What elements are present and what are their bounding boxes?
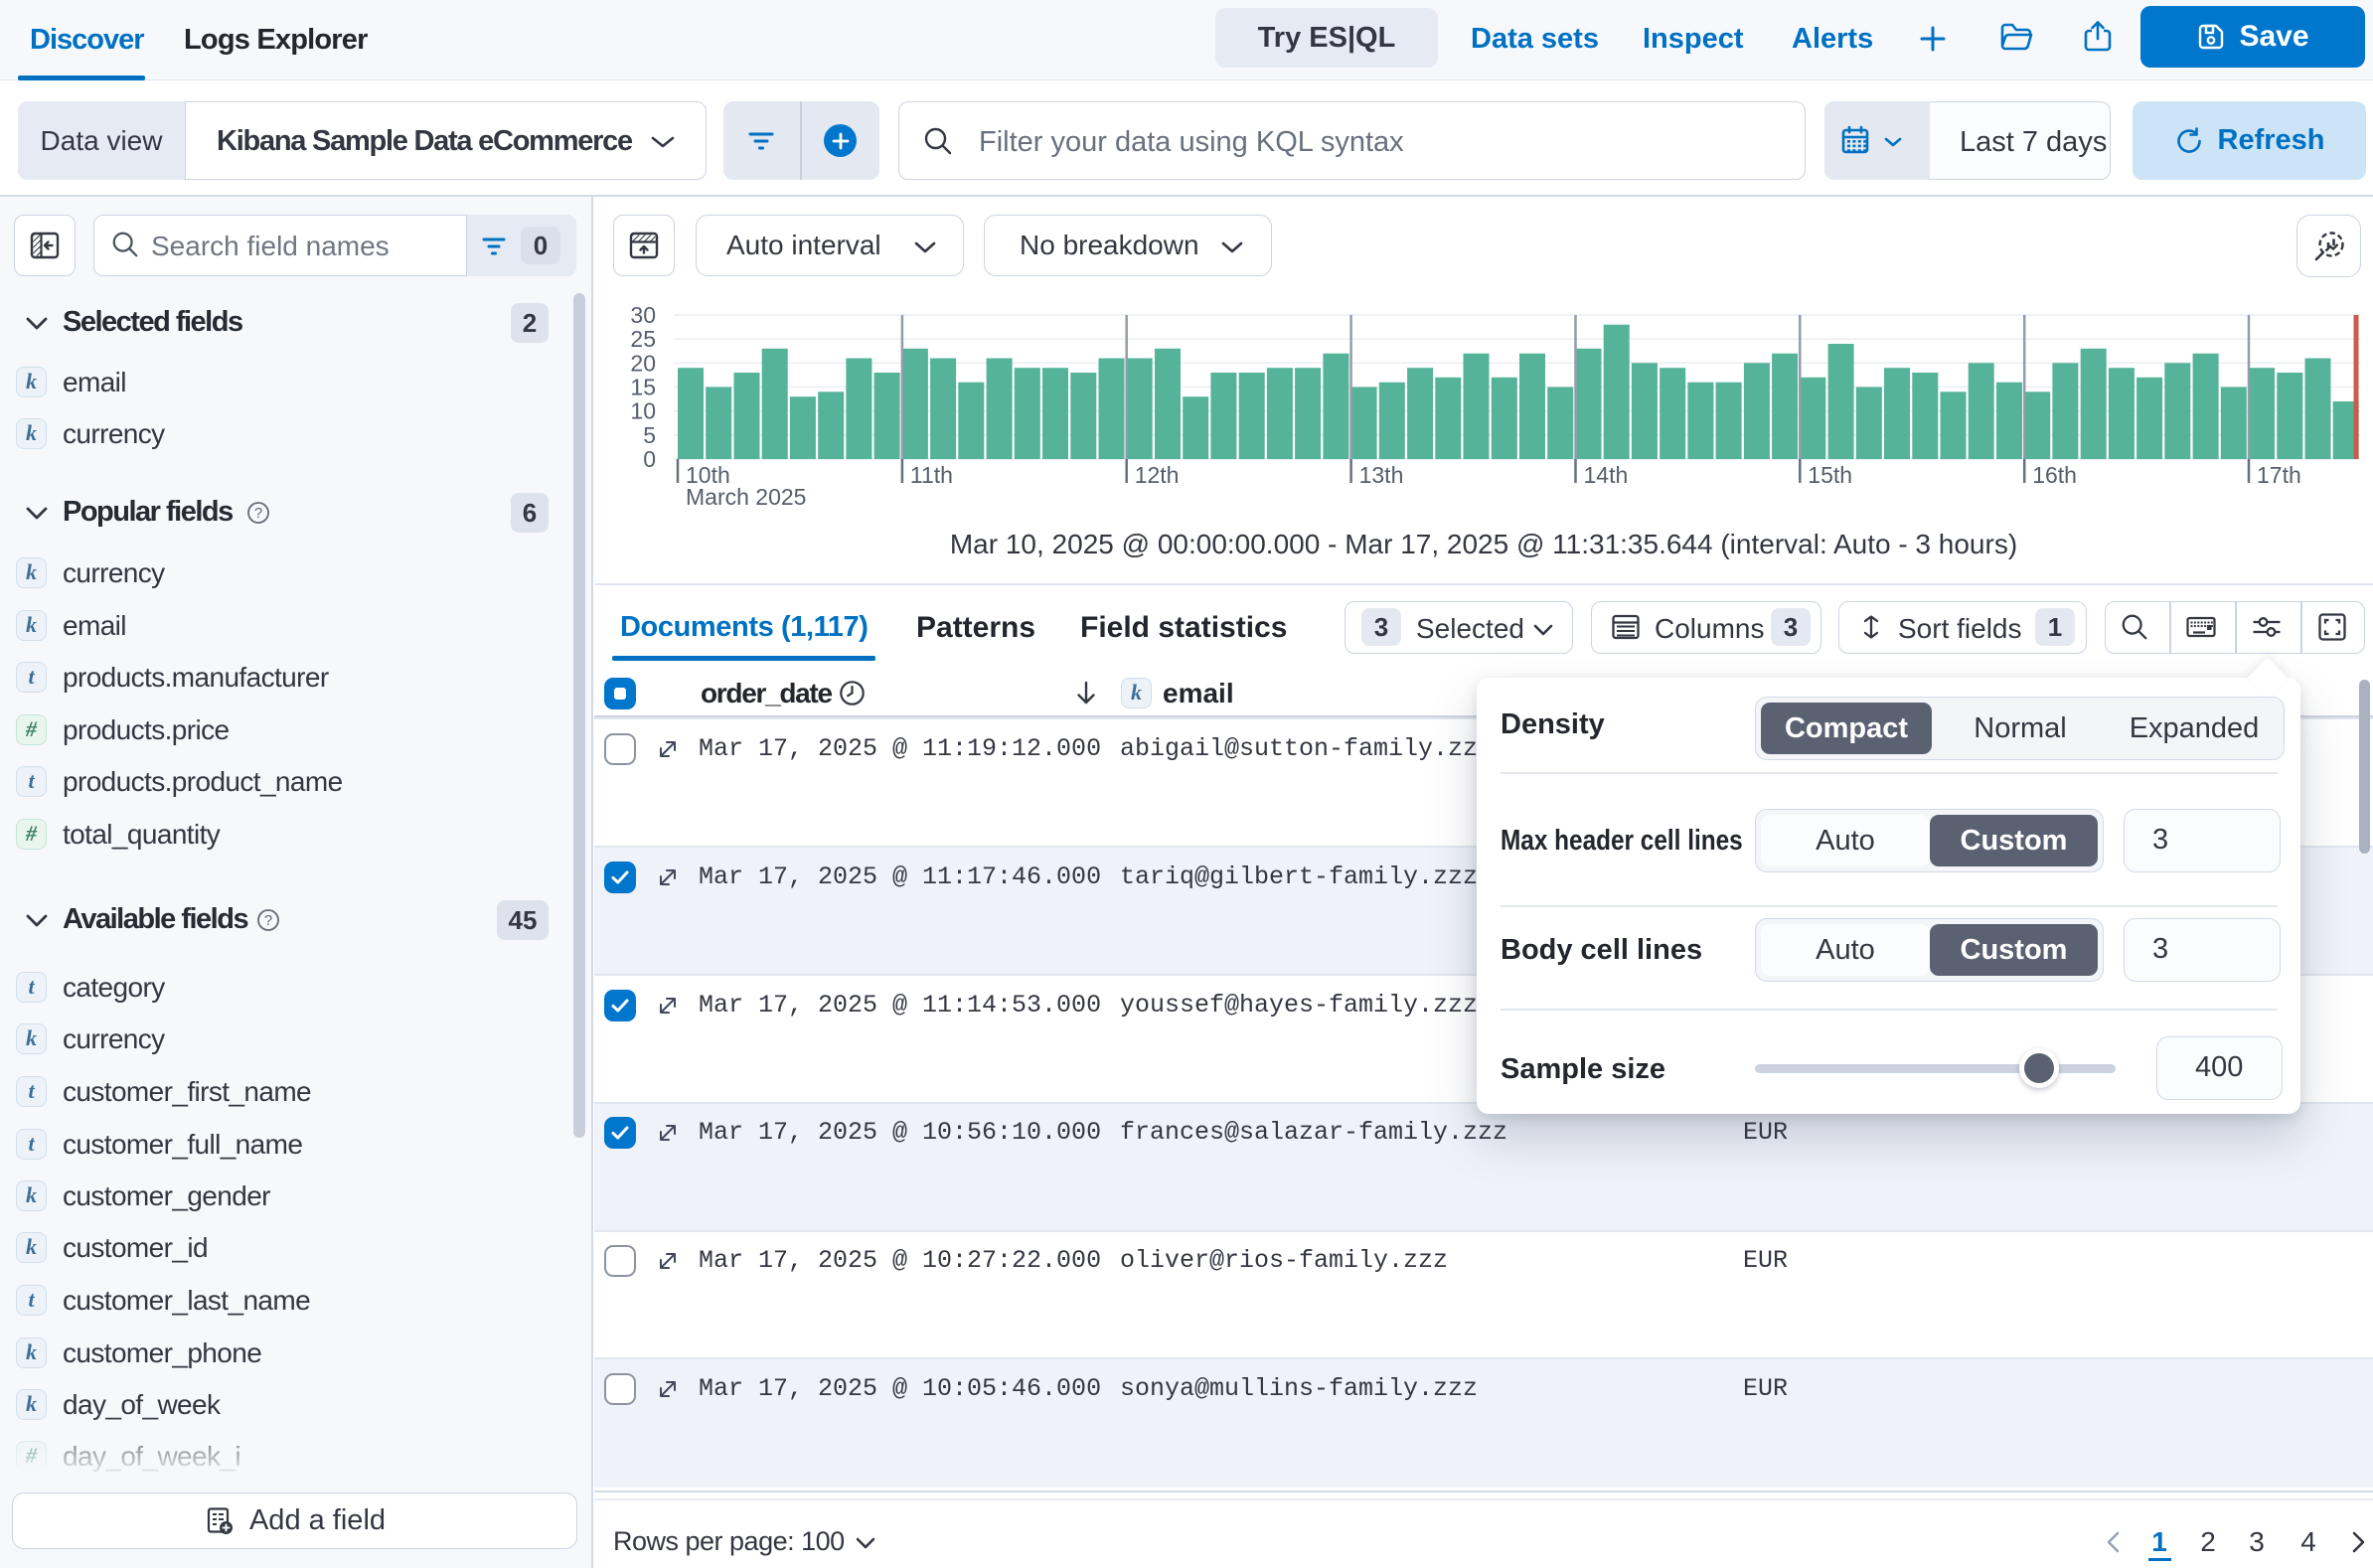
svg-text:?: ? [264, 912, 272, 929]
svg-text:10th: 10th [686, 462, 730, 488]
svg-text:17th: 17th [2257, 462, 2301, 488]
svg-text:15th: 15th [1808, 462, 1852, 488]
svg-text:11th: 11th [910, 462, 953, 488]
svg-text:12th: 12th [1135, 462, 1180, 488]
svg-text:30: 30 [630, 302, 656, 328]
svg-text:0: 0 [643, 446, 656, 472]
svg-text:5: 5 [643, 422, 656, 448]
svg-text:15: 15 [630, 375, 656, 400]
svg-text:16th: 16th [2032, 462, 2077, 488]
svg-text:20: 20 [630, 350, 656, 376]
svg-text:10: 10 [630, 398, 656, 424]
svg-text:March 2025: March 2025 [686, 484, 806, 510]
svg-text:13th: 13th [1359, 462, 1404, 488]
svg-text:?: ? [254, 505, 262, 522]
svg-text:25: 25 [630, 326, 656, 352]
svg-text:14th: 14th [1584, 462, 1629, 488]
